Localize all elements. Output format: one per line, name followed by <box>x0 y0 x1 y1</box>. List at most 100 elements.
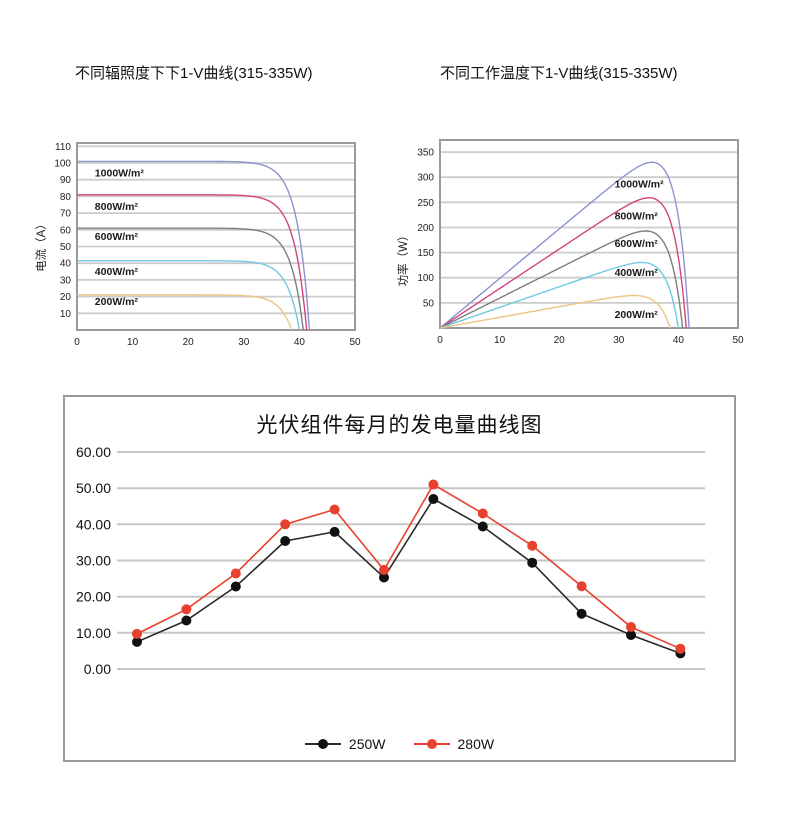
curve-label-800w-m: 800W/m² <box>95 201 139 213</box>
y-tick-label: 70 <box>60 209 72 220</box>
data-point-280w <box>280 519 291 530</box>
curve-label-1000w-m: 1000W/m² <box>95 167 145 179</box>
y-tick-label: 350 <box>417 148 434 159</box>
data-point-280w <box>626 622 636 632</box>
y-tick-label: 30.00 <box>76 553 111 569</box>
y-tick-label: 110 <box>55 142 71 153</box>
y-tick-label: 200 <box>417 223 434 234</box>
curve-label-400w-m: 400W/m² <box>615 267 659 279</box>
chart-legend: 250W 280W <box>65 736 734 752</box>
data-point-280w <box>527 540 538 551</box>
y-tick-label: 20.00 <box>76 589 111 605</box>
y-tick-label: 80 <box>60 192 72 203</box>
legend-item-250w: 250W <box>304 736 386 752</box>
y-tick-label: 150 <box>417 248 434 259</box>
y-axis-label: 功率（W） <box>396 230 410 287</box>
y-tick-label: 300 <box>417 173 434 184</box>
y-tick-label: 10.00 <box>76 625 111 641</box>
legend-label-280w: 280W <box>457 736 495 752</box>
curve-1000w-m <box>77 160 311 331</box>
curve-800w-m <box>77 194 308 331</box>
curve-200w-m <box>77 294 293 331</box>
data-point-280w <box>181 604 192 615</box>
y-tick-label: 60.00 <box>76 444 111 460</box>
data-point-280w <box>379 564 389 575</box>
data-point-250w <box>329 526 340 537</box>
data-point-280w <box>477 508 488 519</box>
data-point-250w <box>576 608 587 619</box>
curve-400w-m <box>439 261 680 329</box>
x-tick-label: 40 <box>294 337 306 348</box>
curve-1000w-m <box>439 161 690 329</box>
x-tick-label: 0 <box>74 337 80 348</box>
curve-label-200w-m: 200W/m² <box>615 309 659 321</box>
data-point-250w <box>527 557 538 568</box>
data-point-280w <box>428 479 439 490</box>
x-tick-label: 30 <box>238 337 250 348</box>
monthly-generation-chart: 0.00 10.00 20.00 30.00 40.00 50.00 60.00 光伏组件每… <box>63 395 736 762</box>
y-tick-label: 250 <box>417 198 434 209</box>
x-tick-label: 20 <box>554 335 566 346</box>
legend-marker-250w-icon <box>304 739 341 749</box>
x-tick-label: 40 <box>673 335 685 346</box>
monthly-chart-title: 光伏组件每月的发电量曲线图 <box>256 414 543 437</box>
temperature-power-chart: 50 100 150 200 250 300 350 0 10 20 30 40 50 功率（W） 1000… <box>396 139 744 346</box>
left-chart-title: 不同辐照度下下1-V曲线(315-335W) <box>75 65 313 82</box>
curve-400w-m <box>77 260 301 331</box>
curve-label-400w-m: 400W/m² <box>95 266 139 278</box>
y-tick-label: 100 <box>54 159 71 170</box>
x-tick-label: 50 <box>349 337 361 348</box>
data-point-280w <box>576 581 587 592</box>
curve-200w-m <box>439 294 671 329</box>
series-line-250w <box>136 497 681 655</box>
curve-800w-m <box>439 197 687 329</box>
y-axis-label: 电流（A） <box>34 218 48 272</box>
x-tick-label: 30 <box>613 335 625 346</box>
y-tick-label: 10 <box>60 309 72 320</box>
y-tick-label: 0.00 <box>84 661 111 677</box>
y-tick-label: 50 <box>423 298 435 309</box>
y-tick-label: 100 <box>417 273 434 284</box>
legend-label-250w: 250W <box>348 736 386 752</box>
y-tick-label: 30 <box>60 275 72 286</box>
data-point-250w <box>230 581 241 592</box>
data-point-250w <box>626 630 636 640</box>
x-tick-label: 0 <box>437 335 443 346</box>
plot-frame <box>439 139 739 329</box>
curve-label-1000w-m: 1000W/m² <box>615 178 665 190</box>
curve-label-200w-m: 200W/m² <box>95 296 139 308</box>
y-tick-label: 50.00 <box>76 480 111 496</box>
data-point-280w <box>329 504 340 515</box>
x-tick-label: 20 <box>183 337 195 348</box>
legend-marker-280w-icon <box>413 739 450 749</box>
x-tick-label: 10 <box>127 337 139 348</box>
right-chart-title: 不同工作温度下1-V曲线(315-335W) <box>440 65 678 82</box>
plot-frame <box>76 142 356 331</box>
y-tick-label: 60 <box>60 225 72 236</box>
y-tick-label: 90 <box>60 175 72 186</box>
y-tick-label: 20 <box>60 292 72 303</box>
data-point-250w <box>280 536 291 546</box>
curve-600w-m <box>439 230 684 329</box>
curve-600w-m <box>77 227 304 331</box>
legend-item-280w: 280W <box>413 736 495 752</box>
irradiance-iv-chart: 10 20 30 40 50 60 70 80 90 100 110 0 10 20 30 40 50 电流（A）… <box>34 142 361 348</box>
data-point-280w <box>132 628 142 639</box>
series-line-280w <box>136 483 681 650</box>
data-point-250w <box>181 615 192 626</box>
data-point-280w <box>230 568 241 579</box>
data-point-280w <box>675 643 686 654</box>
y-tick-label: 50 <box>60 242 72 253</box>
data-point-250w <box>477 521 488 532</box>
data-point-250w <box>428 494 439 504</box>
monthly-generation-plot: 0.00 10.00 20.00 30.00 40.00 50.00 60.00 <box>76 444 705 677</box>
curve-label-600w-m: 600W/m² <box>615 238 659 250</box>
data-point-250w <box>379 572 389 583</box>
data-point-250w <box>132 636 142 647</box>
x-tick-label: 50 <box>732 335 744 346</box>
curve-label-800w-m: 800W/m² <box>615 210 659 222</box>
y-tick-label: 40.00 <box>76 516 111 532</box>
y-tick-label: 40 <box>60 259 72 270</box>
x-tick-label: 10 <box>494 335 506 346</box>
